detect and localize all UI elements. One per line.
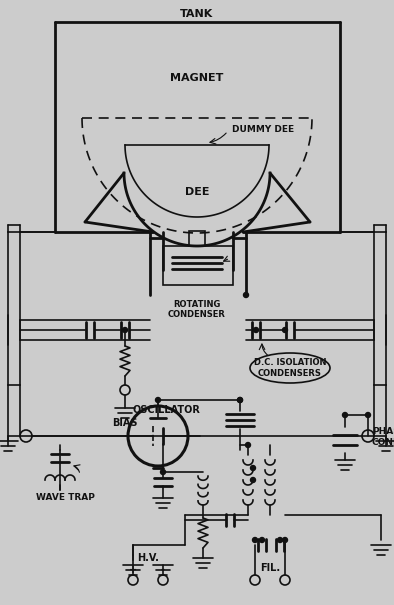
- Bar: [189, 231, 205, 246]
- Text: TANK: TANK: [180, 9, 214, 19]
- Text: WAVE TRAP: WAVE TRAP: [35, 494, 95, 503]
- Circle shape: [251, 477, 255, 483]
- Text: DEE: DEE: [185, 187, 209, 197]
- Text: PHASING
CONDENSER: PHASING CONDENSER: [372, 427, 394, 446]
- Circle shape: [245, 442, 251, 448]
- Circle shape: [366, 413, 370, 417]
- Circle shape: [342, 413, 348, 417]
- Text: BIAS: BIAS: [112, 418, 138, 428]
- Circle shape: [243, 292, 249, 298]
- Text: FIL.: FIL.: [260, 563, 280, 573]
- Circle shape: [282, 327, 288, 333]
- Circle shape: [251, 465, 255, 471]
- Circle shape: [123, 327, 128, 333]
- Text: D.C. ISOLATION
CONDENSERS: D.C. ISOLATION CONDENSERS: [254, 358, 326, 378]
- Text: H.V.: H.V.: [137, 553, 159, 563]
- Circle shape: [238, 397, 242, 402]
- Circle shape: [160, 469, 165, 474]
- Bar: [163, 246, 233, 285]
- Circle shape: [156, 397, 160, 402]
- Text: +: +: [129, 565, 137, 575]
- Text: MAGNET: MAGNET: [170, 73, 224, 83]
- Text: DUMMY DEE: DUMMY DEE: [232, 125, 294, 134]
- Circle shape: [260, 537, 264, 543]
- Circle shape: [238, 397, 242, 402]
- Text: -: -: [161, 565, 165, 575]
- Circle shape: [277, 537, 282, 543]
- Text: OSCILLATOR: OSCILLATOR: [132, 405, 200, 415]
- Circle shape: [282, 537, 288, 543]
- Text: ROTATING
CONDENSER: ROTATING CONDENSER: [168, 300, 226, 319]
- Circle shape: [253, 537, 258, 543]
- Circle shape: [253, 327, 258, 333]
